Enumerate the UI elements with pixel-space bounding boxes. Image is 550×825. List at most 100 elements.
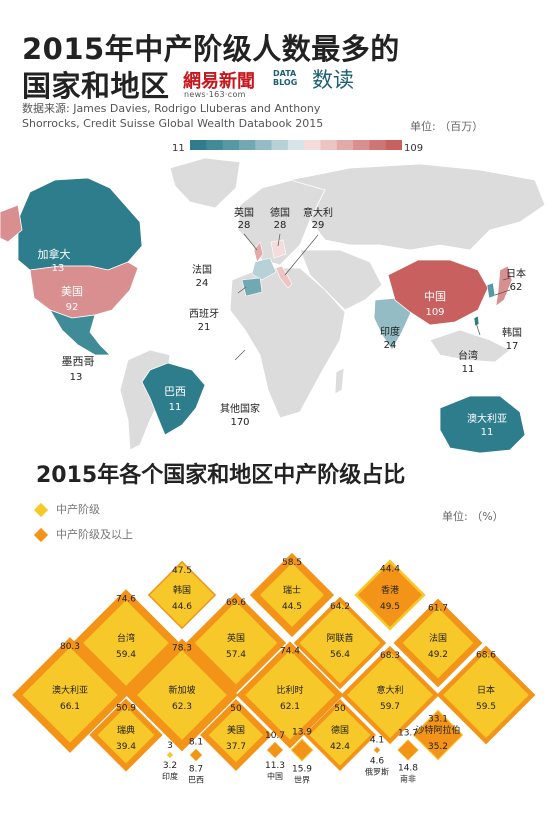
country-name: 南非 [400, 774, 416, 784]
southeast-asia-shape [429, 329, 511, 363]
country-name: 德国 [331, 724, 349, 736]
uk-shape [253, 241, 264, 263]
diamond-above [190, 749, 202, 761]
color-scale [190, 140, 402, 150]
value-middle: 8.7 [189, 764, 203, 774]
label-brazil: 巴西 [164, 385, 186, 398]
madagascar-shape [334, 367, 345, 395]
label-france: 法国 [192, 263, 212, 276]
diamond-above [414, 711, 462, 759]
value-above: 10.7 [265, 731, 285, 741]
value-middle: 59.7 [380, 702, 400, 712]
diamond-middle [194, 601, 278, 685]
value-middle: 3.2 [163, 761, 177, 771]
greenland-shape [169, 157, 241, 209]
value-china: 109 [425, 307, 444, 318]
value-middle: 49.2 [428, 650, 448, 660]
diamond-middle [97, 706, 155, 764]
japan-shape [495, 265, 513, 307]
value-germany: 28 [274, 220, 287, 231]
value-above: 78.3 [172, 644, 192, 654]
scale-swatch [353, 140, 370, 150]
page-title: 2015年中产阶级人数最多的 [22, 32, 400, 66]
diamond-middle [402, 607, 474, 679]
value-middle: 49.5 [380, 602, 400, 612]
value-middle: 66.1 [60, 702, 80, 712]
datablog-cn-logo: 数读 [312, 68, 354, 92]
scale-swatch [287, 140, 305, 150]
datablog-logo: DATA BLOG [273, 69, 298, 87]
china-shape [387, 259, 489, 326]
taiwan-shape [473, 315, 480, 327]
value-middle: 62.1 [280, 702, 300, 712]
value-above: 50.9 [116, 703, 136, 713]
label-canada: 加拿大 [38, 247, 71, 261]
country-name: 世界 [294, 774, 310, 784]
diamond-middle [245, 650, 335, 740]
scale-swatch [222, 140, 240, 150]
section2-title: 2015年各个国家和地区中产阶级占比 [36, 463, 406, 488]
value-above: 3 [167, 741, 173, 751]
value-spain: 21 [198, 322, 211, 333]
value-middle: 35.2 [428, 742, 448, 752]
value-brazil: 11 [169, 402, 182, 413]
label-india: 印度 [380, 325, 400, 338]
value-mexico: 13 [70, 372, 83, 383]
diamond-middle [137, 650, 227, 740]
diamond-above [267, 742, 283, 758]
world-map: 加拿大 13 美国 92 墨西哥 13 巴西 11 英国 28 德国 28 意大… [0, 157, 546, 454]
value-above: 64.2 [330, 602, 350, 612]
value-middle: 14.8 [398, 764, 418, 774]
value-india: 24 [384, 340, 397, 351]
country-name: 瑞士 [283, 584, 301, 596]
country-name: 意大利 [376, 684, 403, 696]
value-above: 50 [230, 704, 242, 714]
label-other: 其他国家 [220, 402, 260, 415]
value-middle: 59.4 [116, 650, 136, 660]
value-australia: 11 [481, 427, 494, 438]
value-above: 58.5 [282, 558, 302, 568]
value-middle: 62.3 [172, 702, 192, 712]
diamond-chart: 47.5 韩国 44.6 58.5 瑞士 44.5 44.4 香港 49.5 74.6 台湾 59.4… [12, 552, 536, 784]
value-middle: 44.6 [172, 602, 192, 612]
country-name: 中国 [267, 771, 283, 781]
africa-shape [229, 267, 346, 419]
diamond-above [358, 563, 422, 627]
value-middle: 39.4 [116, 742, 136, 752]
scale-swatch [238, 140, 256, 150]
diamond-above [398, 740, 418, 760]
country-name: 俄罗斯 [365, 766, 389, 776]
label-australia: 澳大利亚 [467, 412, 507, 425]
legend-item-middle: 中产阶级 [33, 501, 100, 518]
middle-east-shape [299, 249, 383, 311]
netease-logo: 網易新聞 [183, 71, 255, 92]
label-italy: 意大利 [303, 206, 333, 219]
value-above: 74.4 [280, 646, 300, 656]
value-korea: 17 [506, 341, 519, 352]
value-above: 13.9 [292, 728, 312, 738]
country-name: 英国 [227, 632, 245, 644]
map-unit-label: 单位: （百万） [410, 120, 484, 133]
value-middle: 11.3 [265, 761, 285, 771]
country-name: 印度 [162, 771, 178, 781]
value-above: 47.5 [172, 566, 192, 576]
country-name: 香港 [381, 584, 399, 596]
scale-max-label: 109 [404, 143, 424, 154]
label-mexico: 墨西哥 [62, 355, 95, 368]
value-above: 33.1 [428, 715, 448, 725]
value-middle: 57.4 [226, 650, 246, 660]
country-name: 瑞典 [117, 724, 135, 736]
page-title-line2: 国家和地区 [22, 69, 170, 103]
value-above: 68.3 [380, 651, 400, 661]
value-middle: 37.7 [226, 742, 246, 752]
value-middle: 42.4 [330, 742, 350, 752]
country-name: 比利时 [276, 684, 303, 696]
value-usa: 92 [66, 302, 79, 313]
legend-label: 中产阶级及以上 [56, 528, 133, 541]
spain-shape [241, 277, 263, 297]
value-middle: 44.5 [282, 602, 302, 612]
value-above: 69.6 [226, 598, 246, 608]
country-name: 新加坡 [168, 684, 195, 696]
value-italy: 29 [312, 220, 325, 231]
value-japan: 62 [510, 282, 523, 293]
